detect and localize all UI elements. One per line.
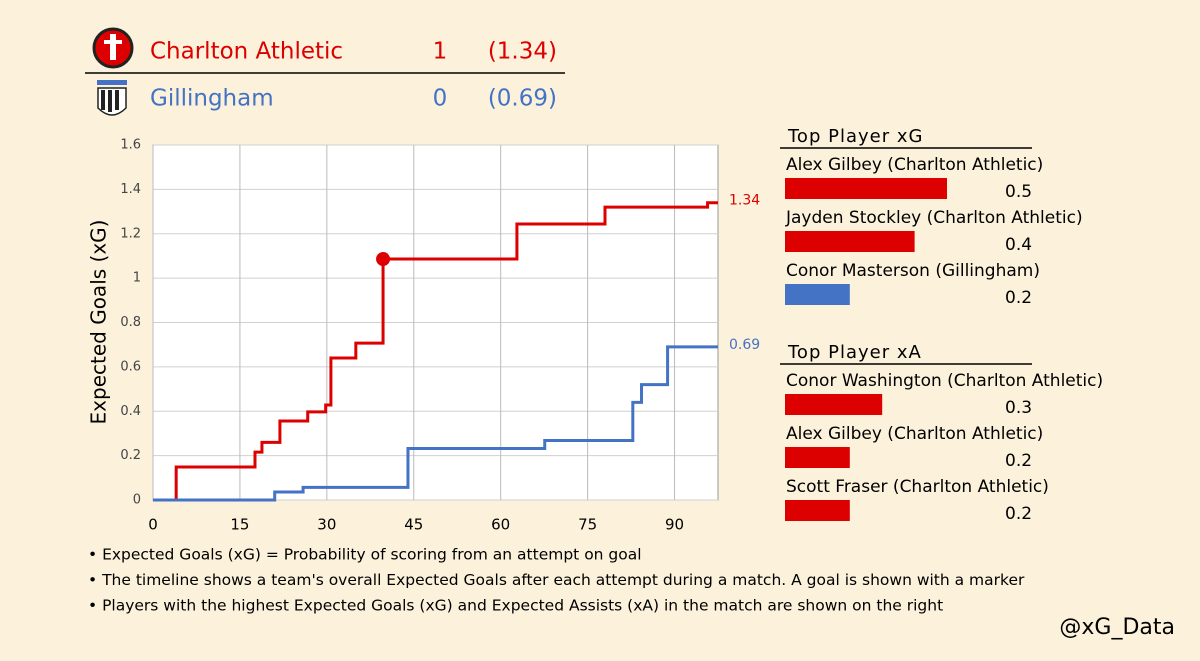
bar [785, 447, 850, 468]
team-xg: (0.69) [488, 86, 557, 112]
end-label: 1.34 [729, 193, 760, 209]
player-name: Conor Washington (Charlton Athletic) [786, 371, 1103, 391]
team-score: 0 [433, 86, 448, 112]
section-title: Top Player xA [787, 342, 922, 363]
player-name: Jayden Stockley (Charlton Athletic) [785, 208, 1083, 228]
team-name: Gillingham [150, 86, 274, 112]
bar-value: 0.2 [1005, 504, 1032, 524]
y-tick-label: 0.4 [120, 404, 141, 419]
bar-value: 0.2 [1005, 451, 1032, 471]
y-axis-title: Expected Goals (xG) [87, 220, 111, 425]
x-tick-label: 15 [230, 516, 249, 534]
y-tick-label: 1.6 [120, 138, 141, 153]
note: • Expected Goals (xG) = Probability of s… [88, 546, 642, 564]
xg-step-line [153, 345, 718, 502]
section-title: Top Player xG [787, 126, 923, 147]
bar [785, 284, 850, 305]
x-tick-label: 60 [491, 516, 510, 534]
credit: @xG_Data [1059, 615, 1175, 640]
note: • Players with the highest Expected Goal… [88, 597, 943, 615]
y-tick-label: 0.8 [120, 315, 141, 330]
bar-value: 0.4 [1005, 235, 1032, 255]
y-tick-label: 1 [133, 271, 141, 286]
gillingham-logo [97, 80, 127, 116]
x-tick-label: 0 [148, 516, 158, 534]
team-score: 1 [433, 39, 448, 65]
x-tick-label: 45 [404, 516, 423, 534]
goal-marker [376, 252, 391, 267]
y-tick-label: 0 [133, 493, 141, 508]
player-name: Scott Fraser (Charlton Athletic) [786, 477, 1049, 497]
xg-step-line [153, 201, 718, 502]
end-label: 0.69 [729, 337, 760, 353]
team-xg: (1.34) [488, 39, 557, 65]
y-tick-label: 0.2 [120, 448, 141, 463]
x-tick-label: 90 [665, 516, 684, 534]
bar [785, 178, 947, 199]
bar-value: 0.2 [1005, 288, 1032, 308]
x-tick-label: 75 [578, 516, 597, 534]
y-tick-label: 1.4 [120, 182, 141, 197]
player-name: Alex Gilbey (Charlton Athletic) [786, 424, 1043, 444]
note: • The timeline shows a team's overall Ex… [88, 571, 1025, 589]
team-name: Charlton Athletic [150, 39, 343, 65]
y-tick-label: 1.2 [120, 226, 141, 241]
player-name: Alex Gilbey (Charlton Athletic) [786, 155, 1043, 175]
x-tick-label: 30 [317, 516, 336, 534]
charlton-logo [92, 27, 134, 69]
bar [785, 394, 883, 415]
bar [785, 500, 850, 521]
player-name: Conor Masterson (Gillingham) [786, 261, 1040, 281]
bar-value: 0.5 [1005, 182, 1032, 202]
y-tick-label: 0.6 [120, 359, 141, 374]
bar-value: 0.3 [1005, 398, 1032, 418]
bar [785, 231, 915, 252]
